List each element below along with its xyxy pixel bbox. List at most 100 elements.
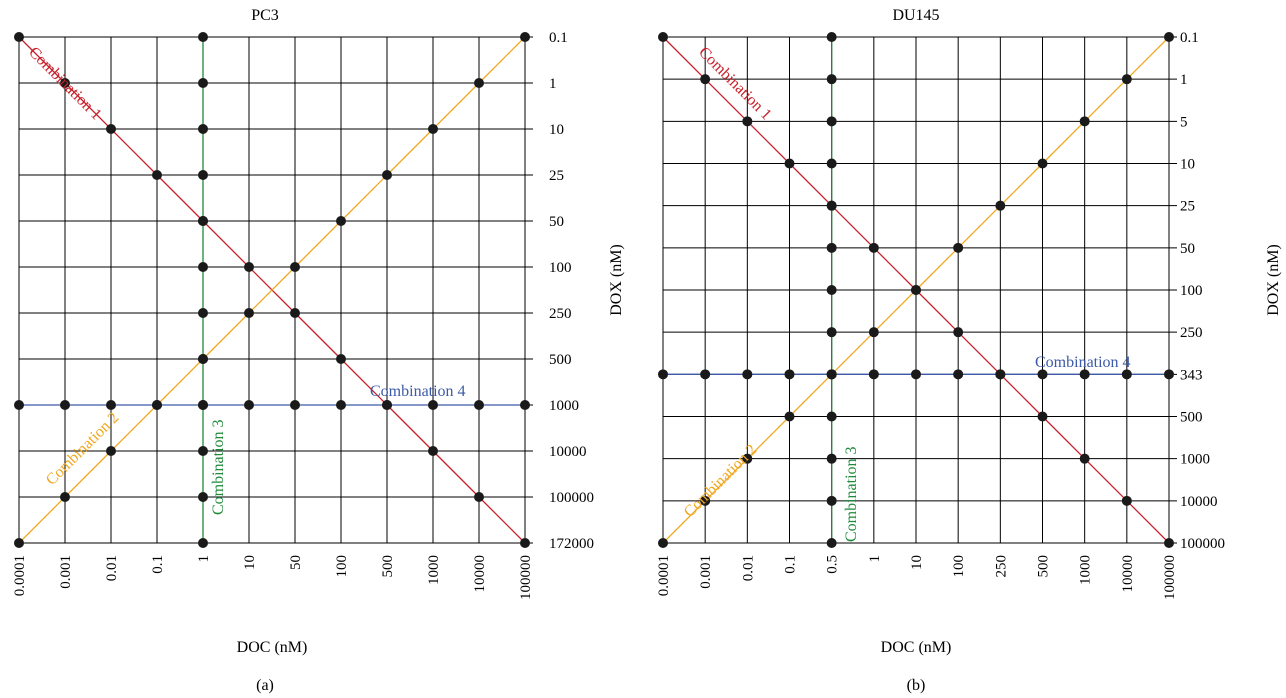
du145-combination-3-point: [826, 285, 837, 295]
pc3-y-tick-label: 100000: [549, 490, 594, 506]
pc3-combination-2-point: [382, 170, 392, 180]
pc3-x-tick-label: 0.001: [58, 555, 74, 589]
du145-combination-2-point: [1164, 32, 1174, 42]
pc3-y-tick-label: 25: [549, 168, 564, 184]
pc3-combination-3-point: [198, 170, 208, 180]
pc3-y-tick-label: 500: [549, 352, 572, 368]
pc3-combination-2-point: [60, 492, 70, 502]
pc3-x-tick-label: 50: [288, 555, 304, 570]
du145-grid: [662, 36, 1177, 544]
pc3-combination-2-line: [18, 36, 526, 544]
pc3-y-tick-label: 50: [549, 214, 564, 230]
du145-x-tick-label: 0.0001: [656, 555, 672, 596]
du145-y-tick-label: 5: [1180, 114, 1188, 130]
du145-combination-2-points: [658, 32, 1174, 548]
pc3-combination-4-label: Combination 4: [370, 383, 466, 400]
du145-x-tick-label: 10000: [1120, 555, 1136, 593]
du145-combination-1-point: [658, 32, 668, 42]
du145-x-axis-label: DOC (nM): [881, 639, 952, 656]
pc3-combination-2-point: [14, 538, 24, 548]
pc3-combination-3-point: [198, 262, 208, 272]
du145-y-tick-label: 10: [1180, 157, 1195, 173]
du145-combination-4-point: [826, 369, 837, 380]
du145-combination-2-point: [700, 495, 711, 506]
du145-x-tick-label: 0.01: [740, 555, 756, 581]
pc3-combination-4-point: [60, 400, 70, 410]
du145-combination-3-point: [826, 495, 837, 506]
du145-combination-4-point: [1121, 369, 1132, 380]
du145-combination-4-point: [953, 369, 964, 380]
du145-combination-3-point: [826, 453, 837, 464]
pc3-combination-4-point: [382, 400, 392, 410]
pc3-combination-2-point: [520, 32, 530, 42]
du145-x-tick-label: 100000: [1162, 555, 1178, 600]
pc3-y-axis-label: DOX (nM): [608, 244, 625, 316]
du145-combination-4-point: [911, 369, 921, 380]
du145-combination-3-point: [826, 32, 837, 42]
du145-combination-2-point: [1121, 74, 1132, 85]
du145-y-tick-label: 100000: [1180, 536, 1225, 552]
du145-y-tick-label: 500: [1180, 410, 1203, 426]
pc3-y-tick-label: 0.1: [549, 30, 568, 46]
pc3-combination-3-point: [198, 308, 208, 318]
du145-y-tick-label: 100: [1180, 283, 1203, 299]
du145-combination-1-point: [1079, 453, 1090, 464]
pc3-combination-3-point: [198, 216, 208, 226]
pc3-x-axis-label: DOC (nM): [237, 639, 308, 656]
pc3-y-tick-label: 1000: [549, 398, 579, 414]
pc3-x-tick-label: 0.0001: [12, 555, 28, 596]
pc3-y-tick-label: 172000: [549, 536, 594, 552]
du145-x-tick-label: 1: [867, 555, 883, 563]
du145-x-tick-label: 1000: [1078, 555, 1094, 585]
pc3-combination-2-point: [336, 216, 346, 226]
pc3-x-tick-label: 0.1: [150, 555, 166, 574]
pc3-combination-1-point: [336, 354, 346, 364]
du145-title: DU145: [892, 7, 939, 24]
du145-combination-3-point: [826, 411, 837, 422]
pc3-y-tick-label: 250: [549, 306, 572, 322]
du145-y-axis-label: DOX (nM): [1265, 244, 1282, 316]
pc3-combination-4-point: [336, 400, 346, 410]
du145-combination-3-point: [826, 327, 837, 338]
pc3-combination-4-point: [106, 400, 116, 410]
du145-combination-4-point: [1079, 369, 1090, 380]
du145-combination-2-point: [742, 453, 753, 464]
du145-combination-3-point: [826, 242, 837, 253]
du145-combination-2-point: [953, 242, 964, 253]
pc3-combination-1-point: [152, 170, 162, 180]
pc3-x-tick-label: 10000: [472, 555, 488, 593]
du145-combination-1-point: [742, 116, 753, 127]
pc3-x-tick-label: 10: [242, 555, 258, 570]
pc3-combination-1-point: [14, 32, 24, 42]
pc3-combination-1-points: [14, 32, 530, 548]
du145-combination-1-point: [868, 242, 879, 253]
pc3-combination-4-point: [14, 400, 24, 410]
pc3-x-tick-label: 100000: [518, 555, 534, 600]
pc3-combination-1-point: [428, 446, 438, 456]
du145-y-tick-label: 1000: [1180, 452, 1210, 468]
pc3-combination-2-point: [428, 124, 438, 134]
pc3-x-tick-label: 0.01: [104, 555, 120, 581]
pc3-x-tick-label: 1000: [426, 555, 442, 585]
du145-combination-2-point: [995, 200, 1006, 211]
pc3-y-tick-label: 1: [549, 76, 557, 92]
pc3-combination-4-point: [198, 400, 208, 410]
pc3-combination-3-point: [198, 354, 208, 364]
du145-combination-4-point: [658, 369, 668, 380]
du145-combination-4-point: [868, 369, 879, 380]
du145-combination-1-point: [700, 74, 711, 85]
pc3-y-tick-label: 10: [549, 122, 564, 138]
pc3-combination-2-point: [106, 446, 116, 456]
pc3-combination-2-point: [244, 308, 254, 318]
du145-x-tick-label: 0.5: [825, 555, 841, 574]
pc3-combination-1-point: [60, 78, 70, 88]
pc3-combination-3-point: [198, 78, 208, 88]
du145-x-tick-label: 10: [909, 555, 925, 570]
pc3-combination-1-point: [244, 262, 254, 272]
du145-combination-4-points: [658, 369, 1174, 380]
pc3-y-tick-label: 100: [549, 260, 572, 276]
pc3-combination-1-point: [474, 492, 484, 502]
